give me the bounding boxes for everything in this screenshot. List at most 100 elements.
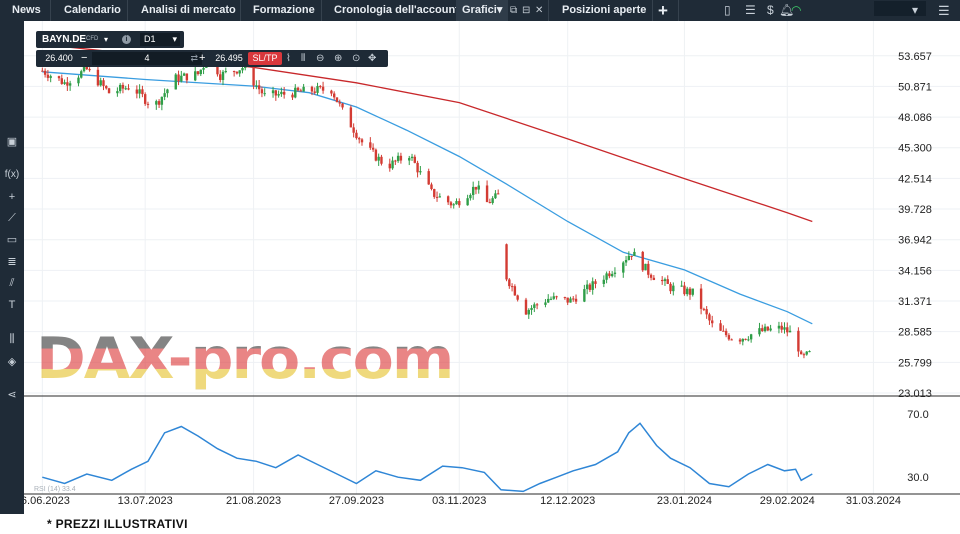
candle-up [469,195,472,199]
candle-down [510,286,514,288]
candle-down [574,298,578,302]
candle-up [224,71,227,73]
candle-down [127,88,130,90]
candle-down [107,88,111,94]
candle-down [458,201,461,206]
candle-up [138,89,141,94]
rectangle-icon[interactable]: ▭ [6,234,18,246]
nav-news[interactable]: News [12,4,41,16]
line-chart-icon[interactable]: ⌇ [286,53,291,64]
sell-price[interactable]: 26.400 [40,52,78,65]
candle-down [474,186,478,190]
rsi-series [42,422,813,493]
candle-up [280,91,283,95]
share-icon[interactable]: ⋖ [7,389,17,401]
nav-posizioni-aperte[interactable]: Posizioni aperte [562,4,647,16]
watermark-logo: DAX-pro.com [36,325,454,393]
candle-down [722,330,725,332]
date-tick-label: 06.06.2023 [24,495,70,507]
rsi-tick-label: 70.0 [907,409,928,421]
candle-down [319,86,322,88]
price-tick-label: 34.156 [898,265,932,277]
candle-down [797,330,800,352]
add-tab-button[interactable]: + [658,1,668,20]
candle-down [146,103,150,105]
timeframe-select[interactable]: D1 ▾ [140,33,180,46]
candle-up [118,84,122,92]
candle-down [296,87,300,91]
candle-up [263,93,266,95]
candle-up [624,259,628,263]
candle-up [610,273,614,277]
candle-up [80,71,83,78]
zoom-fit-icon[interactable]: ⊙ [352,53,361,64]
sliders-icon[interactable]: ☰ [745,3,756,17]
fibonacci-icon[interactable]: ≣ [7,256,17,268]
candle-down [647,263,650,275]
buy-price[interactable]: 26.495 [211,52,247,65]
candle-up [591,281,594,290]
candle-up [644,263,647,271]
indicator-icon[interactable]: ⫼ [9,333,15,345]
candles-icon[interactable]: ⫴ [301,53,306,64]
symbol-name[interactable]: BAYN.DE [42,34,87,45]
decrease-quantity-button[interactable]: − [81,52,88,64]
candle-down [338,102,341,104]
candle-down [369,142,372,148]
text-icon[interactable]: T [8,299,16,311]
candle-up [602,279,606,284]
candle-up [271,90,275,94]
nav-grafici[interactable]: Grafici▾ [456,0,509,21]
dollar-icon[interactable]: $ [767,3,774,17]
price-chart[interactable]: 53.657 50.871 48.086 45.300 42.514 39.728 36.9… [24,21,960,514]
nav-analisi-di-mercato[interactable]: Analisi di mercato [141,4,236,16]
move-icon[interactable]: ✥ [368,53,377,64]
candle-up [466,198,469,206]
candle-down [641,251,644,271]
quantity-value: 4 [144,53,150,63]
candle-down [352,127,355,133]
panel-layout-icon[interactable]: ▯ [724,3,731,17]
sl-tp-button[interactable]: SL/TP [248,52,282,65]
chevron-down-icon[interactable]: ▾ [912,3,919,17]
candle-down [413,156,417,163]
candle-up [182,73,186,76]
layers-icon[interactable]: ◈ [7,356,17,368]
crosshair-icon[interactable]: + [8,191,16,203]
candle-up [68,83,72,86]
footnote: * PREZZI ILLUSTRATIVI [47,517,188,531]
candle-down [724,330,728,336]
candle-down [744,338,747,340]
candle-down [416,162,419,173]
candle-up [155,101,158,105]
chart-type-icon[interactable]: ▣ [6,136,18,148]
zoom-in-icon[interactable]: ⊕ [334,53,343,64]
candle-down [786,327,789,333]
info-icon[interactable]: i [122,35,131,44]
function-icon[interactable]: f(x) [4,169,20,180]
top-navigation: News Calendario Analisi di mercato Forma… [0,0,960,21]
nav-formazione[interactable]: Formazione [253,4,315,16]
nav-calendario[interactable]: Calendario [64,4,121,16]
ma-fast-series [42,71,813,325]
candle-up [63,82,66,84]
candle-down [799,351,803,355]
close-icon[interactable]: ✕ [535,5,544,16]
rsi-tick-label: 30.0 [907,472,928,484]
minimize-icon[interactable]: ⊟ [522,5,531,16]
date-tick-label: 13.07.2023 [118,495,173,507]
zoom-out-icon[interactable]: ⊖ [316,53,325,64]
increase-quantity-button[interactable]: + [199,52,206,64]
chevron-down-icon[interactable]: ▾ [104,35,109,44]
account-box[interactable] [874,1,926,16]
quantity-input[interactable]: 4 ⇄ [92,52,202,65]
wifi-icon: ◠ [791,3,802,17]
hamburger-menu-icon[interactable]: ☰ [938,3,950,18]
rsi-axis: 70.0 30.0 [907,409,928,484]
nav-cronologia-account[interactable]: Cronologia dell'account [334,4,459,16]
bell-icon[interactable]: 🔔︎ [779,3,795,17]
candle-up [419,171,422,173]
trendline-icon[interactable]: ⟋ [8,212,16,224]
popout-icon[interactable]: ⧉ [510,5,518,16]
channel-icon[interactable]: ⫽ [9,277,15,289]
